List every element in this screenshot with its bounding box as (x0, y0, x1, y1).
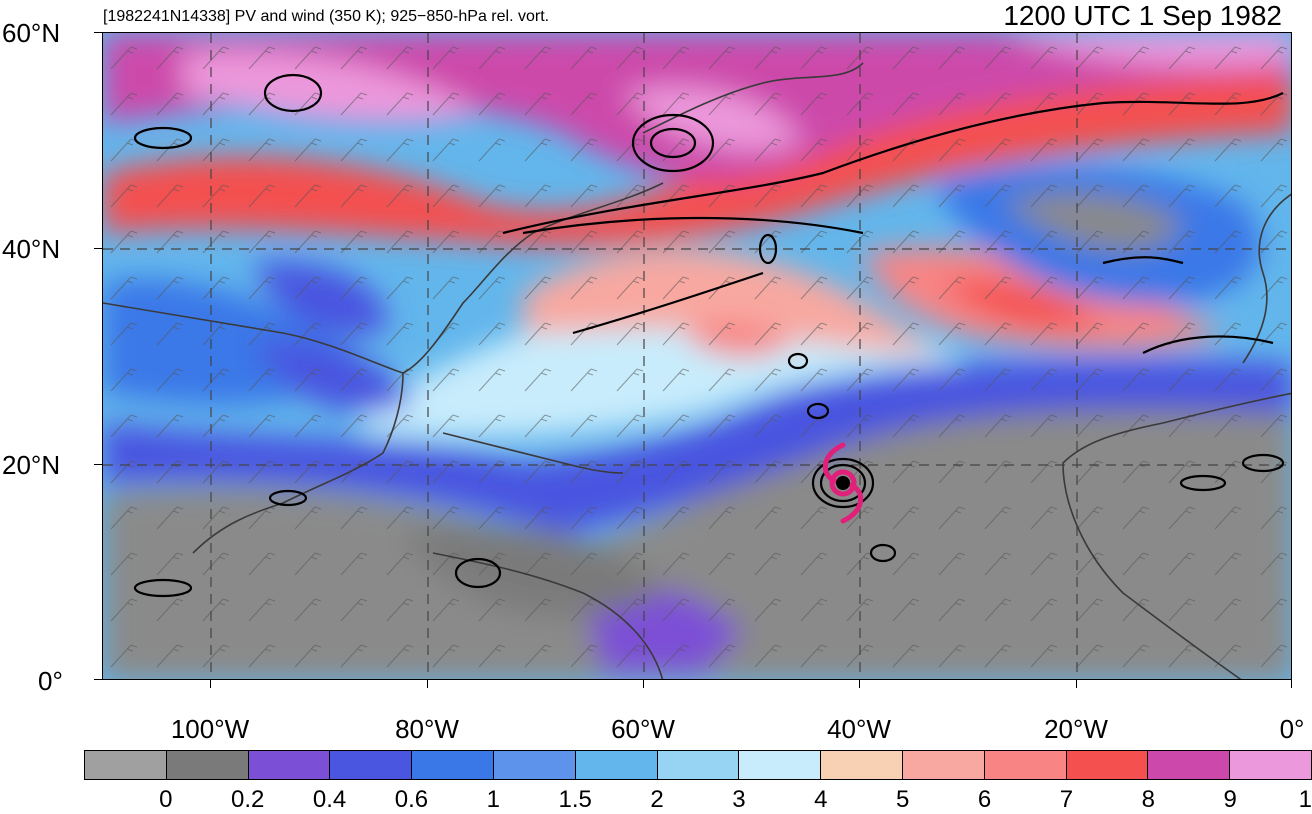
tropical-cyclone-icon (823, 442, 863, 524)
colorbar-level-label: 9 (1223, 786, 1237, 813)
colorbar-swatch (330, 751, 413, 779)
lon-tick (859, 680, 860, 688)
colorbar-level-label: 4 (814, 786, 828, 813)
colorbar-level-label: 0 (159, 786, 173, 813)
pv-colorbar (84, 750, 1312, 780)
lat-label-40n: 40°N (2, 234, 61, 264)
colorbar-swatch (902, 751, 985, 779)
pv-map (103, 33, 1291, 679)
coastlines (103, 62, 1291, 679)
colorbar-swatch (166, 751, 249, 779)
colorbar-swatch (575, 751, 658, 779)
colorbar-level-label: 1.5 (558, 786, 592, 813)
colorbar-level-label: 0.4 (312, 786, 347, 813)
map-subtitle: [1982241N14338] PV and wind (350 K); 925… (103, 8, 550, 25)
lat-tick (94, 679, 102, 680)
colorbar-level-label: 0.6 (394, 786, 429, 813)
map-panel (102, 32, 1292, 680)
colorbar-swatch (1066, 751, 1149, 779)
lon-tick (1291, 680, 1292, 688)
lat-tick (94, 32, 102, 33)
colorbar-swatch (739, 751, 822, 779)
graticule (103, 33, 1291, 679)
lon-label-40w: 40°W (827, 714, 891, 744)
colorbar-swatch (821, 751, 903, 779)
colorbar-level-label: 0.2 (231, 786, 265, 813)
map-datetime: 1200 UTC 1 Sep 1982 (1003, 0, 1282, 31)
lon-label-0: 0° (1279, 714, 1305, 744)
colorbar-swatch (1230, 751, 1311, 779)
lat-label-20n: 20°N (2, 450, 61, 480)
vorticity-contours (133, 73, 1285, 598)
colorbar-level-label: 2 (650, 786, 664, 813)
colorbar-level-label: 1 (486, 786, 501, 813)
colorbar-swatch (85, 751, 167, 779)
colorbar-swatch (493, 751, 576, 779)
colorbar-level-label: 10 (1298, 786, 1312, 813)
lon-label-100w: 100°W (170, 714, 250, 744)
colorbar-level-label: 7 (1059, 786, 1074, 813)
lat-label-60n: 60°N (2, 18, 61, 48)
colorbar-swatch (412, 751, 494, 779)
colorbar-level-label: 3 (732, 786, 746, 813)
lat-tick (94, 248, 102, 249)
wind-barbs (103, 33, 1291, 679)
lat-label-0: 0° (38, 666, 63, 696)
colorbar-swatch (984, 751, 1067, 779)
lat-tick (94, 464, 102, 465)
lon-tick (210, 680, 211, 688)
lon-label-60w: 60°W (611, 714, 675, 744)
lon-tick (643, 680, 644, 688)
colorbar-level-label: 8 (1141, 786, 1155, 813)
lon-label-80w: 80°W (395, 714, 459, 744)
lon-tick (1076, 680, 1077, 688)
lon-tick (427, 680, 428, 688)
colorbar-swatch (657, 751, 740, 779)
colorbar-level-label: 5 (895, 786, 910, 813)
colorbar-swatch (248, 751, 331, 779)
colorbar-level-label: 6 (977, 786, 992, 813)
lon-label-20w: 20°W (1044, 714, 1108, 744)
colorbar-swatch (1148, 751, 1231, 779)
